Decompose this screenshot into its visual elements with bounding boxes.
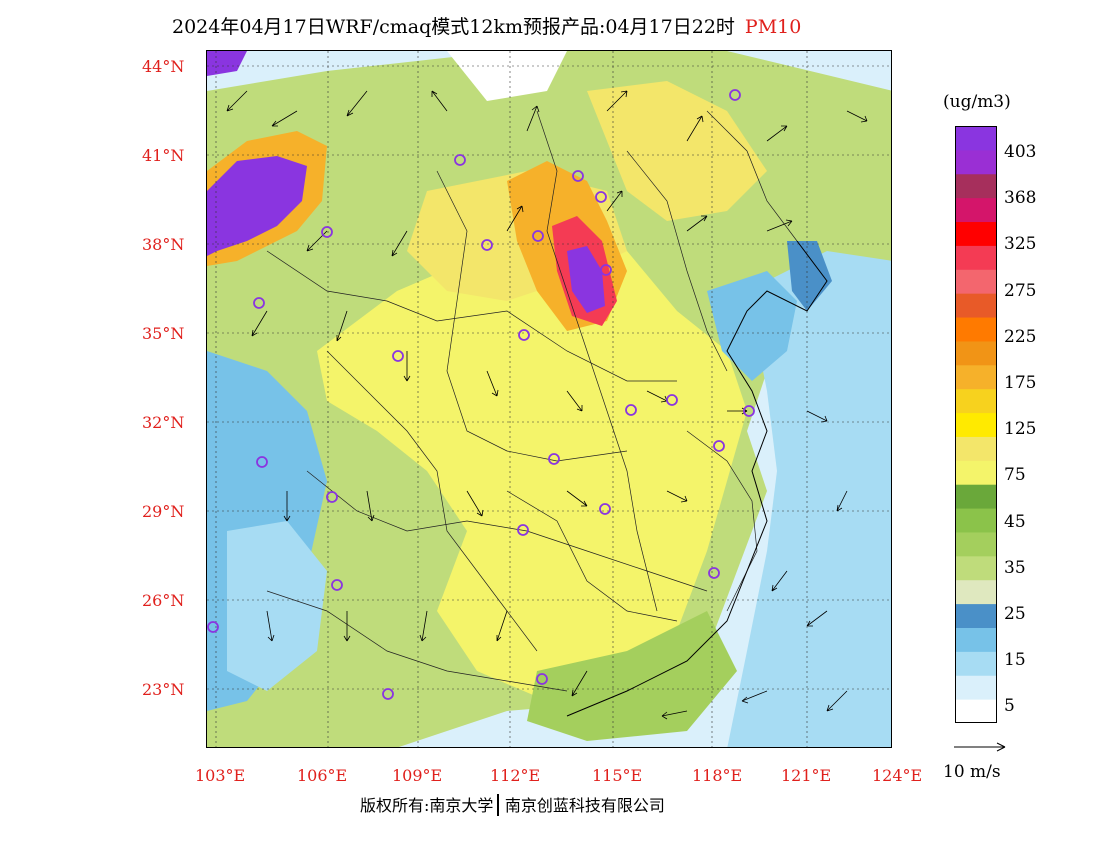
lat-label-44: 44°N [142,57,185,76]
bohai [787,241,832,311]
colorbar-swatch [955,293,997,318]
copyright: 版权所有:南京大学 南京创蓝科技有限公司 [360,792,665,816]
copyright-separator [497,794,499,816]
wind-scale-arrow [954,742,1006,752]
lon-label-118: 118°E [692,766,743,785]
graticule [207,51,891,747]
colorbar-frame [955,126,997,723]
colorbar [955,126,997,723]
colorbar-label: 45 [1004,511,1026,532]
lat-label-23: 23°N [142,680,185,699]
colorbar-label: 275 [1004,280,1037,301]
colorbar-swatch [955,603,997,628]
lon-label-103: 103°E [195,766,246,785]
colorbar-label: 35 [1004,557,1026,578]
lon-label-121: 121°E [781,766,832,785]
colorbar-label: 5 [1004,696,1015,717]
lat-label-38: 38°N [142,235,185,254]
lon-label-112: 112°E [490,766,541,785]
colorbar-swatch [955,269,997,294]
colorbar-swatch [955,555,997,581]
map-title: 2024年04月17日WRF/cmaq模式12km预报产品:04月17日22时 P… [172,12,801,39]
region-green-s [527,611,737,741]
copyright-right: 南京创蓝科技有限公司 [504,796,665,815]
colorbar-swatch [955,484,997,509]
ocean-yellow-sea [707,271,797,381]
coastline [566,240,828,717]
region-yellow [317,231,747,701]
colorbar-label: 25 [1004,604,1026,624]
ocean-east [727,251,891,747]
colorbar-swatch [955,173,997,199]
region-purple-center [567,246,605,313]
region-purple-nw-core [207,156,307,256]
region-white-n [447,51,567,101]
title-text: 2024年04月17日WRF/cmaq模式12km预报产品:04月17日22时 [172,16,735,38]
colorbar-label: 75 [1004,465,1026,486]
lon-label-115: 115°E [592,766,643,785]
colorbar-swatch [955,197,997,223]
lon-label-124: 124°E [872,766,923,785]
map-canvas [207,51,891,747]
colorbar-swatch [955,388,997,414]
region-blue-sw-2 [227,521,327,691]
colorbar-swatch [955,699,997,723]
colorbar-label: 225 [1004,326,1037,347]
colorbar-swatch [955,651,997,676]
colorbar-swatch [955,221,997,246]
colorbar-swatch [955,340,997,366]
region-yellow-north [587,81,767,221]
colorbar-label: 15 [1004,650,1026,671]
colorbar-swatch [955,675,997,700]
forecast-map [206,50,892,748]
city-markers [207,53,755,700]
colorbar-unit: (ug/m3) [943,92,1011,112]
colorbar-swatch [955,245,997,270]
region-purple-nw-top [207,51,247,76]
copyright-left: 版权所有:南京大学 [360,796,494,815]
wind-vectors [226,90,868,720]
lon-label-109: 109°E [392,766,443,785]
lat-label-41: 41°N [142,146,185,165]
colorbar-swatch [955,364,997,390]
colorbar-swatch [955,460,997,485]
colorbar-label: 368 [1004,188,1037,209]
lat-label-26: 26°N [142,591,185,610]
colorbar-label: 403 [1004,142,1037,162]
colorbar-swatch [955,317,997,342]
colorbar-swatch [955,627,997,652]
colorbar-swatch [955,149,997,175]
wind-scale-label: 10 m/s [943,762,1001,782]
colorbar-label: 325 [1004,234,1037,255]
lat-label-35: 35°N [142,324,185,343]
colorbar-swatch [955,508,997,533]
title-variable: PM10 [744,16,802,38]
lon-label-106: 106°E [297,766,348,785]
colorbar-swatch [955,126,997,151]
colorbar-swatch [955,579,997,605]
lat-label-32: 32°N [142,413,185,432]
colorbar-swatch [955,412,997,437]
colorbar-label: 125 [1004,419,1037,440]
colorbar-label: 175 [1004,373,1037,393]
colorbar-swatch [955,531,997,557]
lat-label-29: 29°N [142,502,185,521]
colorbar-swatch [955,436,997,461]
